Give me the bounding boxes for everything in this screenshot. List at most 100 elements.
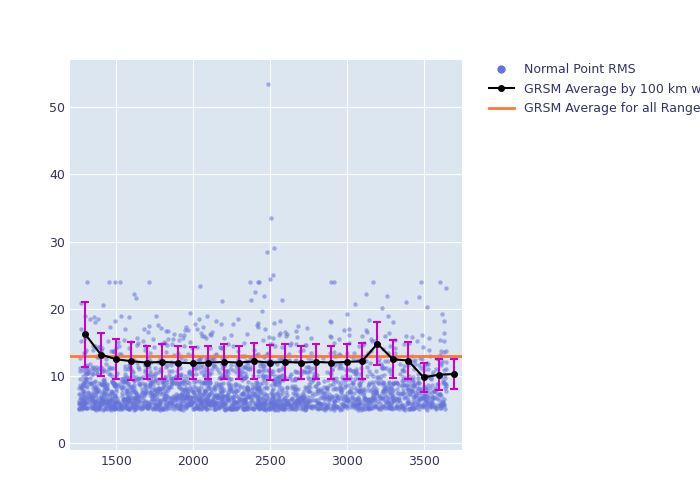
Point [230,384,241,392]
Point [203,356,214,364]
Point [204,391,215,399]
Point [354,380,365,388]
Point [434,404,445,411]
Point [207,396,218,404]
Point [181,402,192,409]
Point [361,372,372,380]
Point [255,360,266,368]
Point [88,397,99,405]
Point [434,390,445,398]
Point [88,313,99,321]
Point [386,386,397,394]
Point [90,388,101,396]
Point [97,300,108,308]
Point [276,355,287,363]
Point [326,318,337,326]
Point [409,404,420,411]
Point [386,398,398,406]
Point [281,396,292,404]
Point [84,316,95,324]
Point [203,392,214,400]
Point [92,386,103,394]
Point [195,382,206,390]
Point [351,395,363,403]
Point [251,351,262,359]
Point [302,373,314,381]
Point [384,366,395,374]
Point [274,402,285,409]
Point [239,396,250,404]
Point [436,310,447,318]
Point [192,404,203,412]
Point [284,342,295,349]
Point [357,342,368,349]
Point [288,384,300,392]
Point [97,380,108,388]
Point [313,385,324,393]
Point [370,394,381,402]
Point [247,388,258,396]
Point [418,400,429,408]
Point [387,378,398,386]
Point [74,405,85,413]
Point [109,356,120,364]
Point [197,402,209,409]
Point [300,362,312,370]
Point [163,326,174,334]
Point [398,380,409,388]
Point [150,377,161,385]
Point [342,404,353,411]
Point [276,358,288,366]
Point [414,404,425,412]
Point [101,397,112,405]
Point [104,370,115,378]
Point [80,362,92,370]
Point [302,398,313,406]
Point [181,392,193,400]
Point [253,400,265,408]
Point [94,398,106,406]
Point [228,404,239,411]
Point [440,404,451,412]
Point [107,404,118,411]
Point [186,394,197,402]
Point [232,364,243,372]
Point [284,398,295,406]
Point [172,392,183,400]
Point [258,397,270,405]
Point [196,394,207,402]
Point [429,386,440,394]
Point [246,354,258,362]
Point [211,396,223,404]
Point [428,368,439,376]
Point [131,394,142,402]
Point [92,388,103,396]
Point [337,391,348,399]
Point [319,388,330,396]
Point [270,400,281,408]
Point [217,360,228,368]
Point [104,323,116,331]
Point [259,326,270,334]
Point [389,398,400,406]
Point [379,380,390,388]
Point [172,404,183,411]
Point [247,404,258,412]
Point [135,405,146,413]
Point [312,398,323,406]
Point [426,404,437,411]
Point [205,369,216,377]
Point [252,386,263,394]
Point [230,380,241,388]
Point [408,382,419,390]
Point [333,350,344,358]
Point [211,402,222,410]
Point [92,394,104,402]
Point [80,375,92,383]
Point [200,355,211,363]
Point [108,346,119,354]
Point [241,382,252,390]
Point [438,376,449,384]
Point [81,361,92,369]
Point [363,380,374,388]
